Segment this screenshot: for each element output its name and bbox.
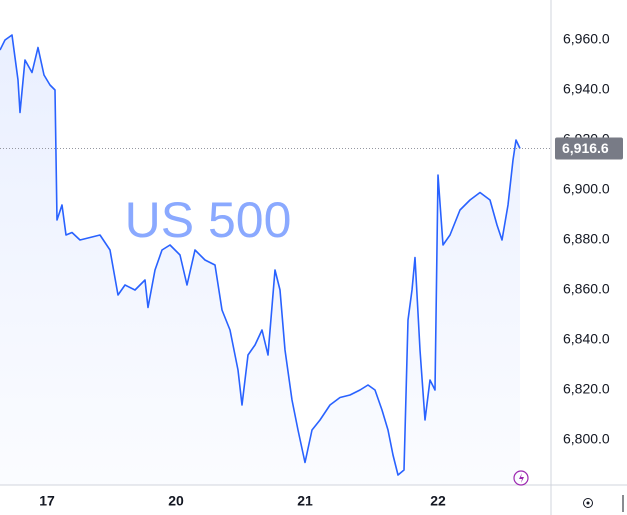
current-price-label: 6,916.6 — [562, 140, 609, 156]
y-tick-label: 6,860.0 — [563, 281, 610, 297]
x-tick-label: 21 — [297, 493, 313, 509]
area — [0, 35, 520, 485]
y-tick-label: 6,940.0 — [563, 81, 610, 97]
event-icon[interactable] — [513, 470, 529, 486]
y-tick-label: 6,960.0 — [563, 31, 610, 47]
event-icon-bolt — [519, 473, 524, 483]
y-tick-label: 6,800.0 — [563, 431, 610, 447]
y-tick-label: 6,900.0 — [563, 181, 610, 197]
settings-icon-dot — [586, 501, 590, 505]
plot-area — [0, 34, 521, 485]
x-tick-label: 20 — [168, 493, 184, 509]
y-tick-label: 6,880.0 — [563, 231, 610, 247]
settings-icon[interactable] — [583, 498, 593, 508]
y-tick-label: 6,840.0 — [563, 331, 610, 347]
watermark: US 500 — [125, 192, 292, 248]
current-price-tag — [555, 137, 623, 160]
x-tick-label: 22 — [430, 493, 446, 509]
y-tick-label: 6,820.0 — [563, 381, 610, 397]
price-line — [0, 34, 521, 476]
x-tick-label: 17 — [39, 493, 55, 509]
